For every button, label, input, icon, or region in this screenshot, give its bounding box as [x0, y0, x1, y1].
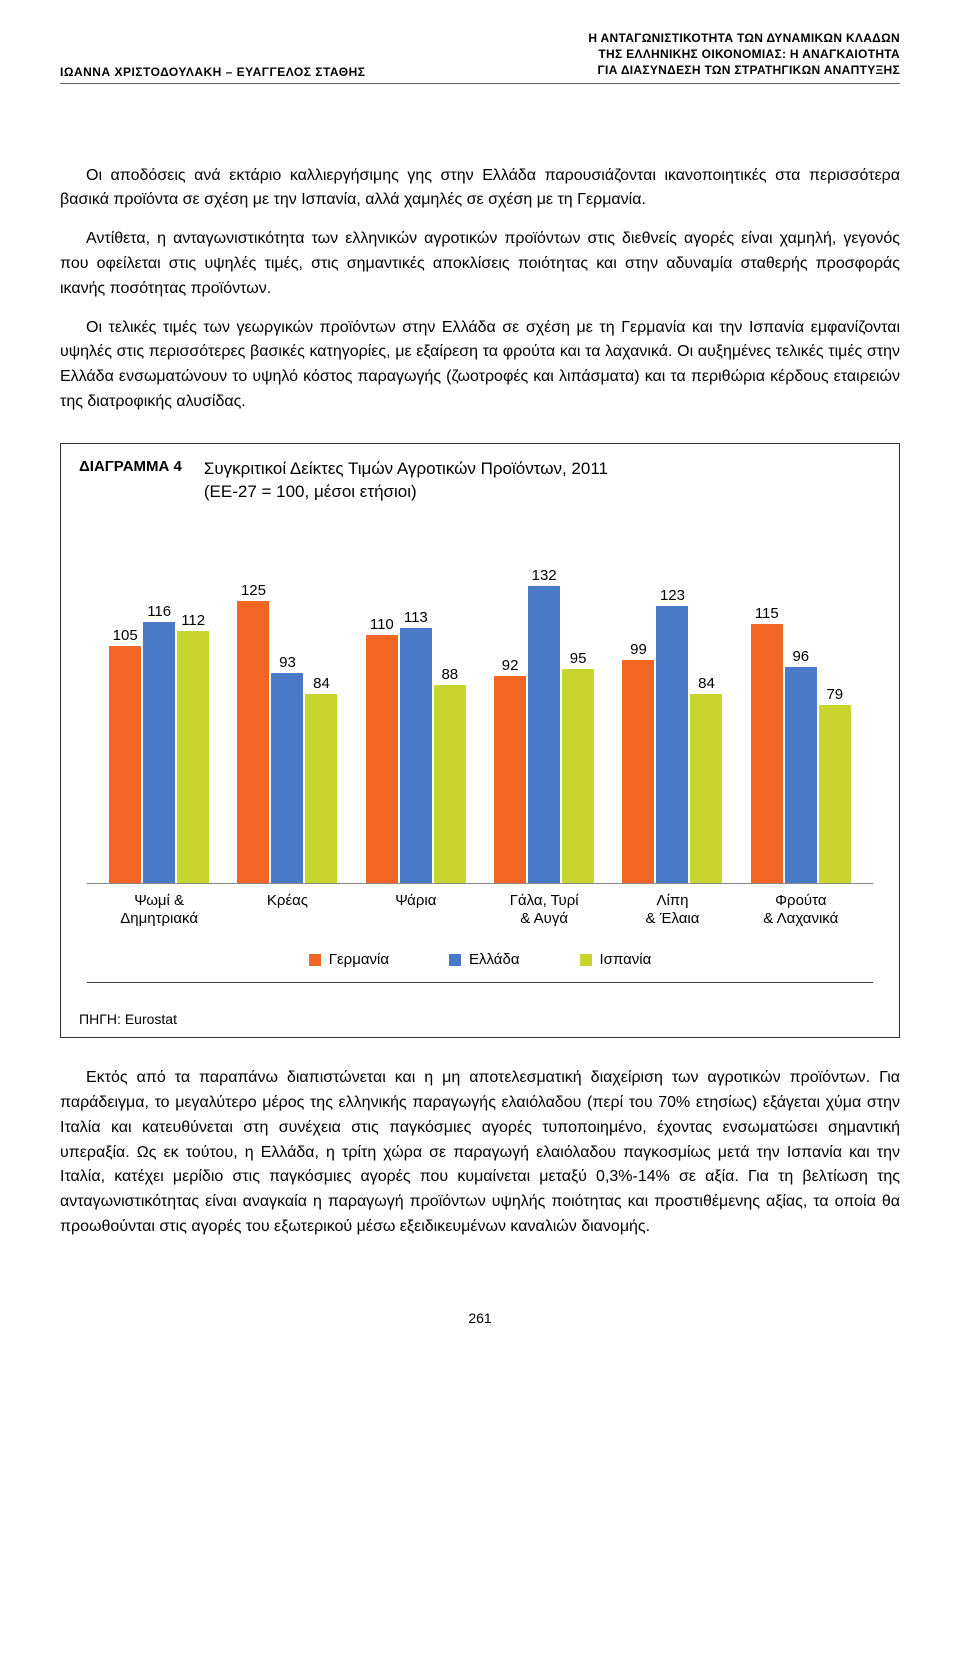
bar-value-label: 132 [532, 567, 557, 584]
bar-wrap: 112 [177, 612, 209, 883]
paragraph: Οι αποδόσεις ανά εκτάριο καλλιεργήσιμης … [60, 164, 900, 214]
bar [177, 631, 209, 883]
header-title: Η ΑΝΤΑΓΩΝΙΣΤΙΚΟΤΗΤΑ ΤΩΝ ΔΥΝΑΜΙΚΩΝ ΚΛΑΔΩΝ… [588, 30, 900, 79]
legend-swatch [580, 954, 592, 966]
bar-value-label: 79 [826, 686, 843, 703]
bar-wrap: 116 [143, 603, 175, 883]
bar-wrap: 132 [528, 567, 560, 883]
bar-wrap: 113 [400, 609, 432, 882]
chart-title: Συγκριτικοί Δείκτες Τιμών Αγροτικών Προϊ… [204, 458, 608, 504]
bar-wrap: 84 [305, 675, 337, 883]
chart-header: ΔΙΑΓΡΑΜΜΑ 4 Συγκριτικοί Δείκτες Τιμών Αγ… [61, 444, 899, 510]
chart-title-line: Συγκριτικοί Δείκτες Τιμών Αγροτικών Προϊ… [204, 459, 608, 478]
bar-value-label: 95 [570, 650, 587, 667]
bar-value-label: 84 [698, 675, 715, 692]
x-axis-label: Λίπη& Έλαια [617, 892, 727, 930]
legend-swatch [309, 954, 321, 966]
bar [434, 685, 466, 883]
bar [237, 601, 269, 882]
page-number: 261 [60, 1310, 900, 1326]
bar-wrap: 95 [562, 650, 594, 883]
bar [562, 669, 594, 883]
bar-group: 105 116 112 [109, 603, 209, 883]
legend-label: Ελλάδα [469, 951, 519, 968]
paragraph: Αντίθετα, η ανταγωνιστικότητα των ελληνι… [60, 227, 900, 301]
bar-value-label: 112 [181, 612, 205, 629]
x-axis-label: Γάλα, Τυρί& Αυγά [489, 892, 599, 930]
bar-value-label: 125 [241, 582, 266, 599]
chart-container: ΔΙΑΓΡΑΜΜΑ 4 Συγκριτικοί Δείκτες Τιμών Αγ… [60, 443, 900, 1038]
x-axis-labels: Ψωμί &Δημητριακά Κρέας Ψάρια Γάλα, Τυρί& Αυ… [87, 884, 873, 930]
bar-value-label: 123 [660, 587, 685, 604]
bar [785, 667, 817, 883]
bar-wrap: 125 [237, 582, 269, 882]
bar-value-label: 88 [441, 666, 458, 683]
bar-value-label: 105 [113, 627, 138, 644]
x-axis-label: Ψωμί &Δημητριακά [104, 892, 214, 930]
bar-wrap: 84 [690, 675, 722, 883]
chart-number-label: ΔΙΑΓΡΑΜΜΑ 4 [79, 458, 182, 475]
bar [366, 635, 398, 883]
bar [622, 660, 654, 883]
bar [494, 676, 526, 883]
bar [528, 586, 560, 883]
legend-item: Ισπανία [580, 951, 652, 968]
legend-item: Ελλάδα [449, 951, 519, 968]
chart-legend: Γερμανία Ελλάδα Ισπανία [87, 929, 873, 983]
bar-wrap: 79 [819, 686, 851, 883]
legend-swatch [449, 954, 461, 966]
header-title-line: ΓΙΑ ΔΙΑΣΥΝΔΕΣΗ ΤΩΝ ΣΤΡΑΤΗΓΙΚΩΝ ΑΝΑΠΤΥΞΗΣ [588, 62, 900, 78]
bar-group: 125 93 84 [237, 582, 337, 882]
bar-value-label: 99 [630, 641, 647, 658]
bar [656, 606, 688, 883]
header-author: ΙΩΑΝΝΑ ΧΡΙΣΤΟΔΟΥΛΑΚΗ – ΕΥΑΓΓΕΛΟΣ ΣΤΑΘΗΣ [60, 65, 365, 79]
bar-value-label: 115 [755, 605, 779, 622]
bar [819, 705, 851, 883]
bar-wrap: 115 [751, 605, 783, 883]
bar-wrap: 123 [656, 587, 688, 883]
paragraph: Εκτός από τα παραπάνω διαπιστώνεται και … [60, 1066, 900, 1240]
legend-label: Γερμανία [329, 951, 389, 968]
paragraph: Οι τελικές τιμές των γεωργικών προϊόντων… [60, 316, 900, 415]
bar-value-label: 96 [792, 648, 809, 665]
bar-wrap: 110 [366, 616, 398, 883]
bar [690, 694, 722, 883]
bar-value-label: 92 [502, 657, 519, 674]
header-title-line: ΤΗΣ ΕΛΛΗΝΙΚΗΣ ΟΙΚΟΝΟΜΙΑΣ: Η ΑΝΑΓΚΑΙΟΤΗΤΑ [588, 46, 900, 62]
bar-value-label: 110 [370, 616, 394, 633]
chart-body: 105 116 112 125 93 84 110 113 88 92 132 95 99 123 84 11… [61, 510, 899, 1002]
bar-group: 99 123 84 [622, 587, 722, 883]
bar-value-label: 84 [313, 675, 330, 692]
legend-item: Γερμανία [309, 951, 389, 968]
bars-area: 105 116 112 125 93 84 110 113 88 92 132 95 99 123 84 11… [87, 544, 873, 884]
bar-group: 92 132 95 [494, 567, 594, 883]
bar [400, 628, 432, 882]
chart-subtitle: (ΕΕ-27 = 100, μέσοι ετήσιοι) [204, 482, 417, 501]
legend-label: Ισπανία [600, 951, 652, 968]
bar-wrap: 105 [109, 627, 141, 882]
header-title-line: Η ΑΝΤΑΓΩΝΙΣΤΙΚΟΤΗΤΑ ΤΩΝ ΔΥΝΑΜΙΚΩΝ ΚΛΑΔΩΝ [588, 30, 900, 46]
chart-source: ΠΗΓΗ: Eurostat [61, 1001, 899, 1037]
bar-wrap: 99 [622, 641, 654, 883]
bar [305, 694, 337, 883]
bar [143, 622, 175, 883]
x-axis-label: Ψάρια [361, 892, 471, 930]
bar-value-label: 113 [404, 609, 428, 626]
bar-wrap: 96 [785, 648, 817, 883]
bar-wrap: 93 [271, 654, 303, 882]
bar-value-label: 93 [279, 654, 296, 671]
x-axis-label: Κρέας [232, 892, 342, 930]
bar [271, 673, 303, 882]
bar-value-label: 116 [147, 603, 171, 620]
page-header: ΙΩΑΝΝΑ ΧΡΙΣΤΟΔΟΥΛΑΚΗ – ΕΥΑΓΓΕΛΟΣ ΣΤΑΘΗΣ … [60, 30, 900, 84]
bar-wrap: 88 [434, 666, 466, 883]
bar-wrap: 92 [494, 657, 526, 883]
bar-group: 110 113 88 [366, 609, 466, 882]
bar-group: 115 96 79 [751, 605, 851, 883]
x-axis-label: Φρούτα& Λαχανικά [746, 892, 856, 930]
bar [751, 624, 783, 883]
bar [109, 646, 141, 882]
